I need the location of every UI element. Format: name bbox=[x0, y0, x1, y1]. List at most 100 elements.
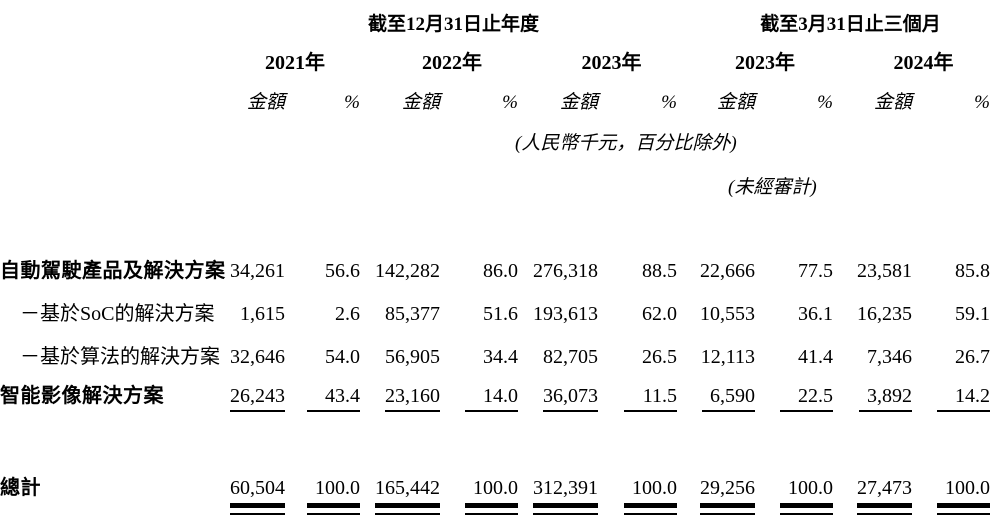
double-ruled-value: 100.0 bbox=[937, 477, 990, 515]
percent-cell: 11.5 bbox=[598, 385, 677, 412]
underlined-value: 11.5 bbox=[624, 385, 677, 412]
unaudited-note: (未經審計) bbox=[728, 177, 817, 199]
group-header-quarter: 截至3月31日止三個月 bbox=[760, 14, 941, 36]
amount-cell: 16,235 bbox=[857, 303, 912, 325]
amount-cell: 165,442 bbox=[360, 477, 440, 515]
col-header-percent: % bbox=[817, 92, 833, 114]
percent-cell: 14.2 bbox=[912, 385, 990, 412]
year-header-row: 2021年 2022年 2023年 2023年 2024年 bbox=[0, 36, 1000, 74]
underlined-value: 3,892 bbox=[859, 385, 912, 412]
amount-cell: 85,377 bbox=[385, 303, 440, 325]
percent-cell: 86.0 bbox=[483, 260, 518, 282]
double-ruled-value: 100.0 bbox=[780, 477, 833, 515]
amount-cell: 27,473 bbox=[833, 477, 912, 515]
table-row-total: 總計 60,504 100.0 165,442 100.0 312,391 10… bbox=[0, 474, 1000, 515]
col-header-amount: 金額 bbox=[246, 92, 285, 114]
group-header-row: 截至12月31日止年度 截至3月31日止三個月 bbox=[0, 6, 1000, 36]
percent-cell: 14.0 bbox=[440, 385, 518, 412]
amount-cell: 29,256 bbox=[677, 477, 755, 515]
amount-cell: 12,113 bbox=[700, 346, 755, 368]
amount-cell: 1,615 bbox=[240, 303, 285, 325]
col-header-amount: 金額 bbox=[873, 92, 912, 114]
amount-cell: 6,590 bbox=[677, 385, 755, 412]
row-label: －基於算法的解決方案 bbox=[20, 346, 220, 368]
underlined-value: 14.0 bbox=[465, 385, 518, 412]
percent-cell: 36.1 bbox=[798, 303, 833, 325]
percent-cell: 100.0 bbox=[912, 477, 990, 515]
col-header-amount: 金額 bbox=[401, 92, 440, 114]
unit-note: (人民幣千元，百分比除外) bbox=[515, 133, 737, 155]
underlined-value: 26,243 bbox=[230, 385, 285, 412]
col-header-amount: 金額 bbox=[559, 92, 598, 114]
underlined-value: 22.5 bbox=[780, 385, 833, 412]
group-header-annual: 截至12月31日止年度 bbox=[367, 14, 539, 36]
spacer bbox=[0, 201, 1000, 257]
double-ruled-value: 100.0 bbox=[465, 477, 518, 515]
spacer bbox=[0, 408, 1000, 474]
double-ruled-value: 100.0 bbox=[624, 477, 677, 515]
total-label: 總計 bbox=[0, 477, 41, 499]
amount-cell: 7,346 bbox=[867, 346, 912, 368]
underlined-value: 23,160 bbox=[385, 385, 440, 412]
amount-cell: 312,391 bbox=[518, 477, 598, 515]
percent-cell: 26.7 bbox=[955, 346, 990, 368]
year-header-2023-q1: 2023年 bbox=[735, 52, 795, 74]
amount-cell: 26,243 bbox=[230, 385, 285, 412]
amount-cell: 276,318 bbox=[533, 260, 598, 282]
table-row-smart-imaging: 智能影像解決方案 26,243 43.4 23,160 14.0 36,073 … bbox=[0, 369, 1000, 412]
percent-cell: 100.0 bbox=[440, 477, 518, 515]
amount-cell: 36,073 bbox=[518, 385, 598, 412]
amount-cell: 82,705 bbox=[543, 346, 598, 368]
unit-note-row: (人民幣千元，百分比除外) bbox=[0, 114, 1000, 157]
amount-cell: 23,581 bbox=[857, 260, 912, 282]
table-row-autonomous-driving: 自動駕駛產品及解決方案 34,261 56.6 142,282 86.0 276… bbox=[0, 257, 1000, 283]
year-header-2024-q1: 2024年 bbox=[893, 52, 954, 74]
col-header-percent: % bbox=[344, 92, 360, 114]
percent-cell: 41.4 bbox=[798, 346, 833, 368]
percent-cell: 34.4 bbox=[483, 346, 518, 368]
table-row-algorithm-solutions: －基於算法的解決方案 32,646 54.0 56,905 34.4 82,70… bbox=[0, 326, 1000, 369]
row-label: 智能影像解決方案 bbox=[0, 385, 164, 407]
amount-cell: 3,892 bbox=[833, 385, 912, 412]
unaudited-note-row: (未經審計) bbox=[0, 157, 1000, 201]
underlined-value: 43.4 bbox=[307, 385, 360, 412]
amount-cell: 193,613 bbox=[533, 303, 598, 325]
percent-cell: 100.0 bbox=[285, 477, 360, 515]
amount-cell: 23,160 bbox=[360, 385, 440, 412]
double-ruled-value: 165,442 bbox=[375, 477, 440, 515]
year-header-2021: 2021年 bbox=[265, 52, 325, 74]
column-header-row: 金額 % 金額 % 金額 % 金額 % 金額 % bbox=[0, 74, 1000, 114]
amount-cell: 56,905 bbox=[385, 346, 440, 368]
year-header-2023: 2023年 bbox=[581, 52, 642, 74]
col-header-percent: % bbox=[974, 92, 990, 114]
amount-cell: 34,261 bbox=[230, 260, 285, 282]
amount-cell: 32,646 bbox=[230, 346, 285, 368]
row-label: －基於SoC的解決方案 bbox=[20, 303, 215, 325]
percent-cell: 62.0 bbox=[642, 303, 677, 325]
percent-cell: 26.5 bbox=[642, 346, 677, 368]
amount-cell: 10,553 bbox=[700, 303, 755, 325]
row-label: 自動駕駛產品及解決方案 bbox=[0, 260, 226, 282]
underlined-value: 6,590 bbox=[702, 385, 755, 412]
percent-cell: 43.4 bbox=[285, 385, 360, 412]
double-ruled-value: 27,473 bbox=[857, 477, 912, 515]
percent-cell: 85.8 bbox=[955, 260, 990, 282]
percent-cell: 22.5 bbox=[755, 385, 833, 412]
amount-cell: 142,282 bbox=[375, 260, 440, 282]
percent-cell: 100.0 bbox=[755, 477, 833, 515]
double-ruled-value: 60,504 bbox=[230, 477, 285, 515]
year-header-2022: 2022年 bbox=[422, 52, 482, 74]
percent-cell: 54.0 bbox=[325, 346, 360, 368]
percent-cell: 77.5 bbox=[798, 260, 833, 282]
table-row-soc-solutions: －基於SoC的解決方案 1,615 2.6 85,377 51.6 193,61… bbox=[0, 283, 1000, 326]
col-header-percent: % bbox=[502, 92, 518, 114]
percent-cell: 100.0 bbox=[598, 477, 677, 515]
double-ruled-value: 312,391 bbox=[533, 477, 598, 515]
col-header-percent: % bbox=[661, 92, 677, 114]
percent-cell: 51.6 bbox=[483, 303, 518, 325]
percent-cell: 59.1 bbox=[955, 303, 990, 325]
underlined-value: 36,073 bbox=[543, 385, 598, 412]
percent-cell: 88.5 bbox=[642, 260, 677, 282]
amount-cell: 60,504 bbox=[230, 477, 285, 515]
